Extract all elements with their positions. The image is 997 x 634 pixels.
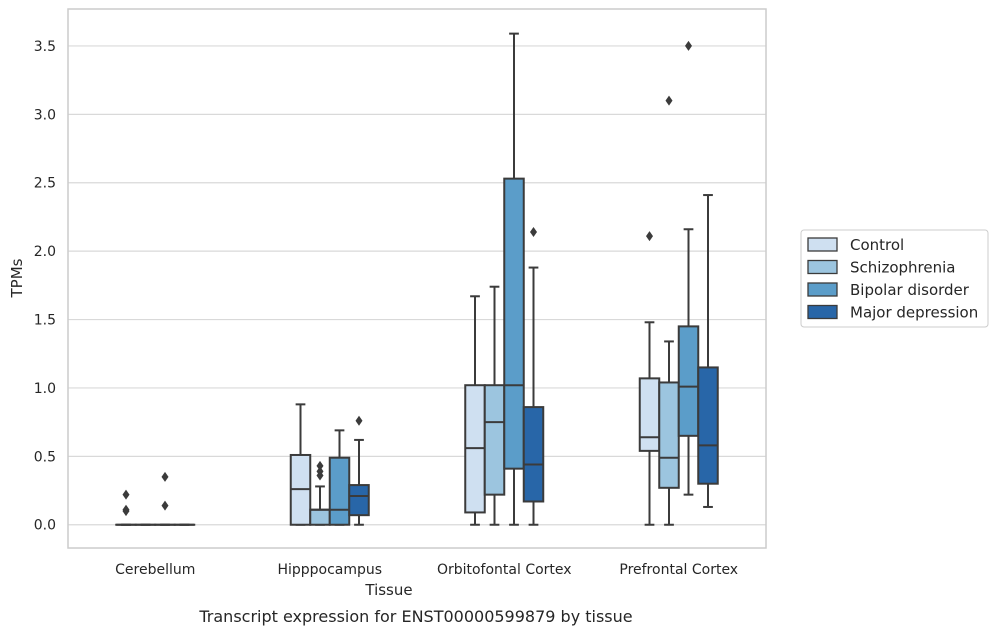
box-iqr	[503, 177, 525, 470]
box	[503, 32, 525, 526]
box-iqr	[697, 366, 719, 485]
box-groups	[115, 32, 719, 526]
legend-label: Bipolar disorder	[850, 281, 970, 299]
outlier-point	[316, 460, 324, 471]
legend-label: Schizophrenia	[850, 259, 955, 277]
y-tick-label: 3.0	[34, 107, 56, 123]
outlier-point	[161, 471, 169, 482]
box-iqr	[658, 381, 680, 489]
x-axis-ticks: Cerebellum Hipppocampus Orbitofontal Corte…	[115, 562, 738, 578]
outlier-point	[665, 95, 673, 106]
box	[289, 403, 312, 526]
outlier-point	[646, 231, 653, 242]
legend-swatch	[807, 282, 838, 297]
y-axis-ticks: 0.0 0.5 1.0 1.5 2.0 2.5 3.0 3.5	[34, 39, 56, 534]
outlier-point	[122, 489, 130, 500]
box	[309, 460, 331, 526]
y-tick-label: 2.0	[34, 244, 56, 260]
legend-frame	[800, 229, 989, 328]
outlier-point	[685, 40, 692, 51]
box	[483, 285, 506, 526]
legend-swatch	[807, 304, 838, 320]
box-iqr	[638, 377, 661, 452]
legend-swatch	[807, 237, 838, 252]
box	[348, 415, 370, 526]
box-iqr	[483, 384, 506, 496]
box	[658, 95, 680, 526]
legend-swatch	[807, 259, 838, 275]
box-iqr	[522, 406, 545, 503]
figure-caption: Transcript expression for ENST0000059987…	[198, 607, 632, 626]
x-tick-label: Prefrontal Cortex	[619, 562, 738, 578]
outlier-point	[355, 415, 363, 426]
legend-label: Control	[850, 236, 904, 254]
x-tick-label: Orbitofontal Cortex	[437, 562, 572, 578]
x-tick-label: Cerebellum	[115, 562, 195, 578]
outlier-point	[161, 500, 169, 511]
y-tick-label: 0.0	[34, 518, 56, 534]
outlier-point	[122, 504, 130, 515]
outlier-point	[530, 226, 537, 237]
box-iqr	[677, 325, 700, 437]
y-tick-label: 0.5	[34, 449, 56, 465]
plot-frame	[67, 8, 767, 549]
box	[522, 226, 545, 526]
y-axis-title: TPMs	[8, 258, 26, 298]
y-tick-label: 2.5	[34, 176, 56, 192]
legend-label: Major depression	[850, 304, 978, 322]
x-tick-label: Hipppocampus	[277, 562, 382, 578]
box-iqr	[309, 508, 331, 526]
box-iqr	[348, 484, 370, 517]
box-iqr	[328, 456, 351, 526]
y-tick-label: 3.5	[34, 39, 56, 55]
legend: Control Schizophrenia Bipolar disorder Majo…	[800, 229, 989, 328]
y-tick-label: 1.5	[34, 313, 56, 329]
y-tick-label: 1.0	[34, 381, 56, 397]
outlier-point	[316, 466, 324, 477]
x-axis-title: Tissue	[364, 581, 412, 599]
box	[697, 194, 719, 508]
